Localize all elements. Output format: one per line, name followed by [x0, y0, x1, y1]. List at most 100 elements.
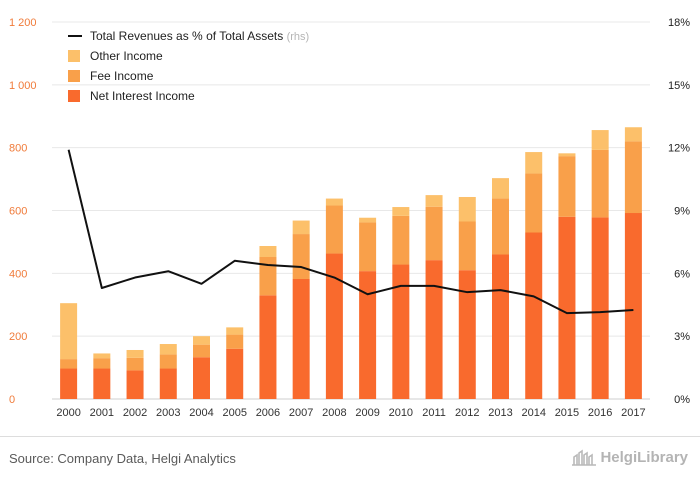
- bar-fee-income: [525, 173, 543, 233]
- x-tick-label: 2017: [621, 407, 645, 419]
- bar-fee-income: [93, 358, 111, 369]
- bar-other-income: [159, 344, 177, 355]
- bar-net-interest-income: [325, 253, 343, 399]
- bar-fee-income: [624, 141, 642, 214]
- legend-swatch: [68, 70, 80, 82]
- bar-fee-income: [558, 156, 576, 217]
- x-tick-label: 2005: [222, 407, 246, 419]
- y-left-tick-label: 400: [9, 268, 27, 280]
- bar-fee-income: [60, 359, 78, 369]
- bar-other-income: [60, 303, 78, 360]
- x-tick-label: 2004: [189, 407, 213, 419]
- bar-net-interest-income: [193, 357, 210, 399]
- bar-net-interest-income: [226, 348, 244, 399]
- line-total-revenues-pct-assets: [67, 149, 634, 315]
- y-right-tick-label: 6%: [674, 268, 690, 280]
- brand-name: HelgiLibrary: [600, 448, 688, 466]
- bar-net-interest-income: [60, 368, 78, 399]
- bar-other-income: [525, 152, 543, 174]
- bar-net-interest-income: [392, 264, 410, 399]
- bar-other-income: [492, 178, 509, 199]
- bar-fee-income: [325, 205, 343, 254]
- bar-other-income: [458, 196, 476, 222]
- bar-net-interest-income: [159, 368, 177, 399]
- y-left-tick-label: 800: [9, 143, 27, 155]
- bar-fee-income: [193, 344, 210, 358]
- y-left-tick-label: 1 000: [9, 80, 37, 92]
- legend-label-line: Total Revenues as % of Total Assets (rhs…: [90, 29, 309, 43]
- bar-fee-income: [159, 354, 177, 369]
- y-right-tick-label: 0%: [674, 394, 690, 406]
- bar-net-interest-income: [591, 217, 609, 399]
- y-left-tick-label: 1 200: [9, 17, 37, 29]
- bar-other-income: [259, 246, 277, 257]
- x-tick-label: 2000: [56, 407, 80, 419]
- bar-other-income: [558, 153, 576, 157]
- source-note: Source: Company Data, Helgi Analytics: [9, 451, 236, 466]
- y-right-tick-label: 9%: [674, 206, 690, 218]
- y-left-tick-label: 0: [9, 394, 15, 406]
- x-tick-label: 2016: [588, 407, 612, 419]
- bar-other-income: [392, 207, 410, 216]
- bar-fee-income: [392, 215, 410, 265]
- bar-other-income: [624, 127, 642, 142]
- bar-net-interest-income: [359, 271, 377, 399]
- y-right-tick-label: 12%: [668, 143, 690, 155]
- bar-net-interest-income: [458, 270, 476, 399]
- bar-net-interest-income: [558, 216, 576, 399]
- legend-axis-note: (rhs): [287, 31, 310, 43]
- bar-net-interest-income: [259, 295, 277, 399]
- bar-other-income: [292, 220, 310, 235]
- bar-fee-income: [259, 256, 277, 296]
- x-tick-label: 2011: [422, 407, 446, 419]
- x-tick-label: 2001: [90, 407, 114, 419]
- legend-swatch: [68, 90, 80, 102]
- bar-net-interest-income: [126, 370, 144, 399]
- bar-fee-income: [492, 198, 509, 255]
- x-tick-label: 2006: [256, 407, 280, 419]
- x-tick-label: 2008: [322, 407, 346, 419]
- bar-fee-income: [359, 222, 377, 272]
- bar-net-interest-income: [93, 368, 111, 399]
- x-tick-label: 2003: [156, 407, 180, 419]
- x-tick-label: 2007: [289, 407, 313, 419]
- legend-label: Other Income: [90, 49, 163, 63]
- bar-net-interest-income: [492, 254, 509, 399]
- legend-label: Fee Income: [90, 69, 154, 83]
- x-tick-label: 2012: [455, 407, 479, 419]
- bar-other-income: [591, 130, 609, 150]
- bar-other-income: [226, 327, 244, 335]
- bar-other-income: [325, 198, 343, 206]
- bar-net-interest-income: [292, 278, 310, 399]
- y-left-tick-label: 600: [9, 206, 27, 218]
- bar-other-income: [93, 353, 111, 359]
- y-right-tick-label: 3%: [674, 331, 690, 343]
- bar-net-interest-income: [624, 213, 642, 399]
- bar-net-interest-income: [525, 232, 543, 399]
- x-tick-label: 2013: [488, 407, 512, 419]
- bar-fee-income: [458, 221, 476, 271]
- legend-swatch: [68, 50, 80, 62]
- bar-other-income: [425, 195, 443, 207]
- helgi-logo-icon: [572, 449, 597, 466]
- bar-other-income: [193, 336, 210, 345]
- bar-fee-income: [126, 357, 144, 371]
- bar-fee-income: [425, 206, 443, 261]
- bar-fee-income: [591, 149, 609, 218]
- bar-other-income: [359, 217, 377, 223]
- x-tick-label: 2015: [555, 407, 579, 419]
- stacked-bar-line-chart: 0 200 400 600 800 1 000 1 200 0% 3% 6% 9% 12% 15% 18%…: [9, 17, 690, 419]
- y-right-tick-label: 18%: [668, 17, 690, 29]
- x-tick-label: 2009: [355, 407, 379, 419]
- chart-footer: Source: Company Data, Helgi Analytics He…: [0, 436, 700, 483]
- x-tick-label: 2010: [389, 407, 413, 419]
- bar-net-interest-income: [425, 260, 443, 399]
- legend-label: Net Interest Income: [90, 89, 195, 103]
- y-right-tick-label: 15%: [668, 80, 690, 92]
- brand-link[interactable]: HelgiLibrary: [572, 448, 688, 466]
- x-tick-label: 2014: [521, 407, 545, 419]
- bar-other-income: [126, 349, 144, 358]
- bar-fee-income: [292, 234, 310, 279]
- x-tick-label: 2002: [123, 407, 147, 419]
